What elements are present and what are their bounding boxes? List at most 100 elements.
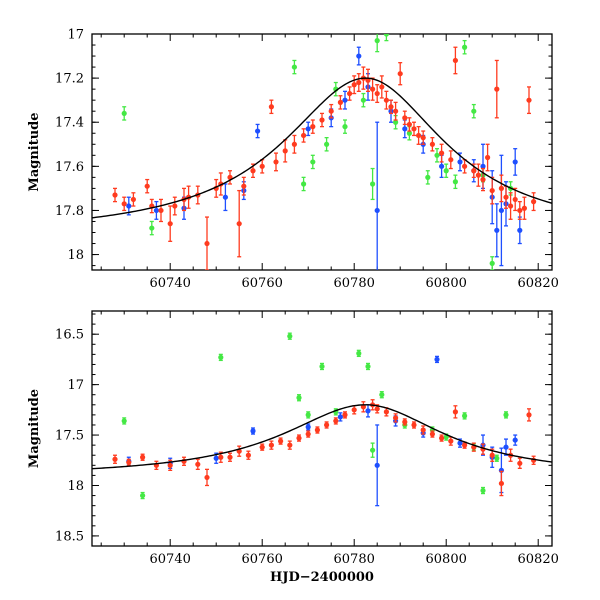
data-point [291,59,297,75]
marker [310,124,316,130]
data-point [121,196,127,212]
data-point [370,77,376,101]
y-tick-label: 17 [67,28,84,43]
marker [374,38,380,44]
marker [383,34,389,37]
data-point [158,198,164,223]
data-point [153,200,159,220]
marker [462,44,468,50]
marker [489,452,495,458]
marker [342,97,348,103]
data-point [480,486,486,495]
marker [195,461,201,467]
marker [383,409,389,415]
marker [448,438,454,444]
marker [512,437,518,443]
y-tick-label: 17.2 [55,72,84,87]
data-point [126,458,132,466]
data-point [282,139,288,163]
data-point [425,170,431,185]
marker [434,356,440,363]
series [112,399,537,497]
bottom-plot-frame [91,310,553,547]
data-point [489,448,495,462]
data-point [181,456,187,466]
data-point [452,405,458,419]
marker [121,201,127,207]
marker [291,64,297,70]
marker [370,447,376,453]
marker [296,435,302,441]
data-point [195,458,201,470]
marker [480,176,486,183]
x-tick-label: 60780 [334,276,375,291]
top-plot-frame [91,33,553,271]
y-tick-label: 18.5 [55,529,84,544]
marker [498,185,504,191]
data-point [411,421,417,429]
marker [227,454,233,460]
data-point [273,152,279,172]
marker [328,108,334,114]
data-point [314,426,320,434]
marker [374,462,380,468]
marker [319,117,325,123]
marker [236,221,242,227]
marker [526,412,532,418]
marker [480,163,486,169]
marker [337,99,343,105]
data-point [517,200,523,220]
marker [402,126,408,132]
marker [439,435,445,441]
marker [503,444,509,450]
marker [305,126,311,132]
marker [393,119,399,125]
marker [301,132,307,139]
data-point [291,134,297,154]
data-point [420,130,426,145]
marker [439,163,445,169]
data-point [416,125,422,145]
marker [351,82,357,88]
x-tick-label: 60780 [334,552,375,567]
data-point [319,112,325,128]
marker [462,413,468,419]
marker [301,181,307,187]
data-point [337,412,343,422]
y-tick-label: 17 [67,378,84,393]
marker [360,97,366,103]
marker [425,174,431,180]
data-point [420,425,426,435]
data-point [245,450,251,460]
data-point [439,434,445,442]
data-point [342,119,348,134]
marker [121,418,127,424]
data-point [489,256,495,270]
marker [471,168,477,174]
marker [167,462,173,468]
marker [494,86,500,92]
data-point [494,59,500,119]
data-point [374,84,380,104]
data-point [374,121,380,270]
data-point [305,423,311,431]
data-point [204,216,210,270]
data-point [498,154,504,267]
marker [310,159,316,165]
data-point [204,468,210,487]
marker [457,440,463,446]
data-point [236,445,242,457]
marker [296,395,302,401]
data-point [351,75,357,95]
marker [287,333,293,339]
marker [314,427,320,433]
data-point [383,90,389,110]
data-point [149,220,155,236]
data-point [218,451,224,463]
marker [498,480,504,487]
data-point [301,128,307,143]
data-point [393,101,399,121]
marker [324,422,330,428]
data-point [512,187,518,212]
data-point [526,86,532,115]
